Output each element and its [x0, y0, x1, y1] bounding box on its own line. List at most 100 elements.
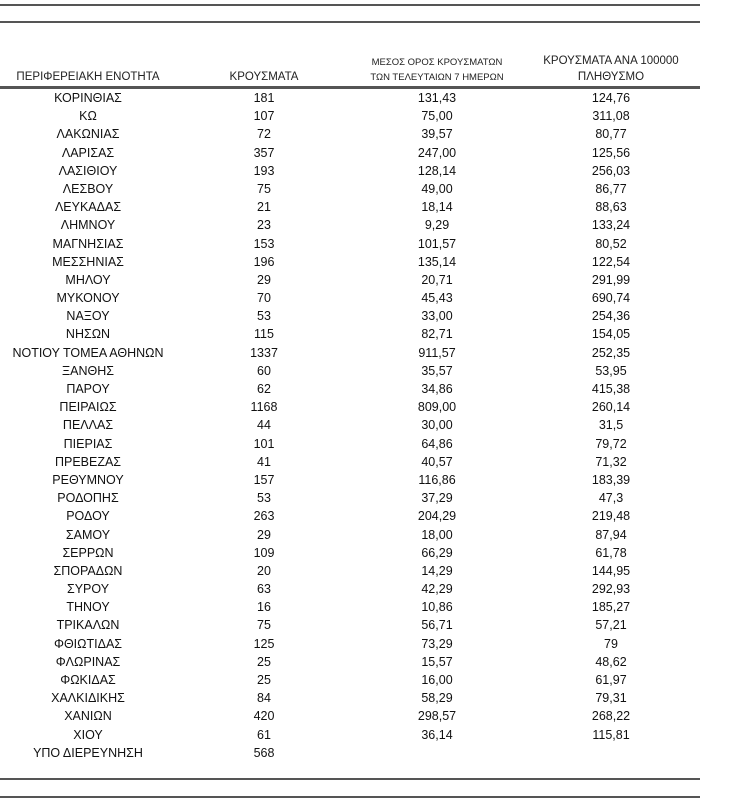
table-row: ΦΛΩΡΙΝΑΣ 25 15,57 48,62	[0, 653, 700, 671]
cases-cell: 84	[257, 691, 271, 706]
table-row: ΠΕΙΡΑΙΩΣ 1168 809,00 260,14	[0, 398, 700, 416]
region-cell: ΠΑΡΟΥ	[66, 382, 110, 396]
cases-cell: 75	[257, 618, 271, 633]
table-row: ΣΥΡΟΥ 63 42,29 292,93	[0, 580, 700, 598]
cases-cell: 181	[253, 91, 275, 105]
cases-cell: 75	[257, 181, 271, 196]
cases-cell: 115	[254, 327, 274, 342]
cases-cell: 101	[253, 436, 275, 451]
cases-cell: 29	[257, 272, 271, 287]
header-avg7-line2: ΤΩΝ ΤΕΛΕΥΤΑΙΩΝ 7 ΗΜΕΡΩΝ	[370, 72, 504, 83]
per100k-cell: 256,03	[591, 163, 631, 178]
per100k-cell: 183,39	[591, 472, 631, 487]
avg7-cell: 135,14	[417, 254, 457, 269]
per100k-cell: 254,36	[591, 309, 631, 324]
header-avg7-line1: ΜΕΣΟΣ ΟΡΟΣ ΚΡΟΥΣΜΑΤΩΝ	[371, 57, 503, 68]
header-per100k-line1: ΚΡΟΥΣΜΑΤΑ ΑΝΑ 100000	[543, 55, 679, 67]
avg7-cell: 247,00	[417, 145, 457, 160]
table-row: ΛΕΣΒΟΥ 75 49,00 86,77	[0, 180, 700, 198]
avg7-cell: 16,00	[421, 673, 453, 687]
header-region: ΠΕΡΙΦΕΡΕΙΑΚΗ ΕΝΟΤΗΤΑ	[16, 71, 160, 83]
region-cell: ΛΑΡΙΣΑΣ	[61, 145, 115, 160]
region-cell: ΝΑΞΟΥ	[66, 309, 110, 324]
bottom-rule-1	[0, 778, 700, 780]
region-cell: ΡΟΔΟΥ	[66, 509, 110, 524]
header-rule	[0, 86, 700, 89]
table-row: ΠΡΕΒΕΖΑΣ 41 40,57 71,32	[0, 453, 700, 471]
avg7-cell: 15,57	[421, 654, 453, 669]
cases-cell: 125	[253, 636, 275, 651]
top-rule-2	[0, 21, 700, 23]
region-cell: ΛΕΥΚΑΔΑΣ	[54, 200, 122, 215]
region-cell: ΠΙΕΡΙΑΣ	[63, 436, 113, 451]
region-cell: ΦΛΩΡΙΝΑΣ	[55, 654, 121, 669]
avg7-cell: 14,29	[421, 563, 453, 578]
region-cell: ΡΕΘΥΜΝΟΥ	[52, 472, 124, 487]
avg7-cell: 66,29	[421, 545, 453, 560]
avg7-cell: 10,86	[421, 600, 453, 615]
per100k-cell: 47,3	[598, 491, 624, 506]
cases-cell: 20	[257, 563, 271, 578]
avg7-cell: 49,00	[421, 181, 453, 196]
avg7-cell: 809,00	[417, 400, 457, 415]
per100k-cell: 48,62	[595, 654, 627, 669]
cases-cell: 70	[257, 291, 271, 306]
cases-cell: 53	[257, 491, 271, 506]
avg7-cell: 58,29	[421, 691, 453, 706]
region-cell: ΥΠΟ ΔΙΕΡΕΥΝΗΣΗ	[33, 745, 143, 760]
per100k-cell: 154,05	[591, 327, 631, 342]
region-cell: ΝΗΣΩΝ	[65, 327, 111, 342]
region-cell: ΠΕΛΛΑΣ	[62, 418, 114, 433]
avg7-cell: 298,57	[417, 709, 457, 724]
avg7-cell: 33,00	[421, 309, 453, 324]
per100k-cell: 292,93	[591, 582, 631, 597]
table-row: ΛΑΣΙΘΙΟΥ 193 128,14 256,03	[0, 162, 700, 180]
table-row: ΣΑΜΟΥ 29 18,00 87,94	[0, 526, 700, 544]
table-row: ΠΕΛΛΑΣ 44 30,00 31,5	[0, 416, 700, 434]
avg7-cell: 75,00	[421, 109, 453, 124]
per100k-cell: 124,76	[591, 91, 631, 105]
region-cell: ΞΑΝΘΗΣ	[62, 363, 114, 378]
table-row: ΡΕΘΥΜΝΟΥ 157 116,86 183,39	[0, 471, 700, 489]
avg7-cell: 116,86	[418, 472, 456, 487]
table-row: ΝΟΤΙΟΥ ΤΟΜΕΑ ΑΘΗΝΩΝ 1337 911,57 252,35	[0, 344, 700, 362]
top-rule-1	[0, 4, 700, 6]
table-row: ΜΑΓΝΗΣΙΑΣ 153 101,57 80,52	[0, 235, 700, 253]
per100k-cell: 57,21	[595, 618, 627, 633]
region-cell: ΚΩ	[79, 109, 97, 124]
region-cell: ΦΩΚΙΔΑΣ	[60, 673, 116, 687]
per100k-cell: 61,97	[595, 673, 627, 687]
table-row: ΠΙΕΡΙΑΣ 101 64,86 79,72	[0, 435, 700, 453]
region-cell: ΛΗΜΝΟΥ	[60, 218, 116, 233]
avg7-cell: 64,86	[421, 436, 453, 451]
region-cell: ΛΕΣΒΟΥ	[62, 181, 114, 196]
table-row: ΣΠΟΡΑΔΩΝ 20 14,29 144,95	[0, 562, 700, 580]
avg7-cell: 131,43	[417, 91, 457, 105]
cases-cell: 23	[257, 218, 271, 233]
avg7-cell: 20,71	[421, 272, 453, 287]
cases-cell: 21	[257, 200, 271, 215]
table-row: ΞΑΝΘΗΣ 60 35,57 53,95	[0, 362, 700, 380]
avg7-cell: 82,71	[421, 327, 453, 342]
region-cell: ΣΥΡΟΥ	[66, 582, 110, 597]
region-cell: ΧΑΝΙΩΝ	[64, 709, 112, 724]
avg7-cell: 101,57	[417, 236, 457, 251]
per100k-cell: 690,74	[591, 291, 631, 306]
table-row: ΛΕΥΚΑΔΑΣ 21 18,14 88,63	[0, 198, 700, 216]
header-per100k-line2: ΠΛΗΘΥΣΜΟ	[577, 71, 645, 83]
table-row: ΡΟΔΟΥ 263 204,29 219,48	[0, 507, 700, 525]
region-cell: ΠΕΙΡΑΙΩΣ	[59, 400, 117, 415]
table-row: ΛΗΜΝΟΥ 23 9,29 133,24	[0, 216, 700, 234]
per100k-cell: 133,24	[591, 218, 631, 233]
avg7-cell: 9,29	[424, 218, 450, 233]
region-cell: ΧΑΛΚΙΔΙΚΗΣ	[51, 691, 125, 706]
cases-cell: 1337	[250, 345, 278, 360]
table-row: ΜΗΛΟΥ 29 20,71 291,99	[0, 271, 700, 289]
per100k-cell: 219,48	[591, 509, 631, 524]
per100k-cell: 87,94	[595, 527, 627, 542]
per100k-cell: 79,31	[595, 691, 627, 706]
header-cases: ΚΡΟΥΣΜΑΤΑ	[229, 71, 299, 83]
region-cell: ΧΙΟΥ	[73, 727, 103, 742]
per100k-cell: 268,22	[591, 709, 631, 724]
region-cell: ΝΟΤΙΟΥ ΤΟΜΕΑ ΑΘΗΝΩΝ	[12, 345, 164, 360]
